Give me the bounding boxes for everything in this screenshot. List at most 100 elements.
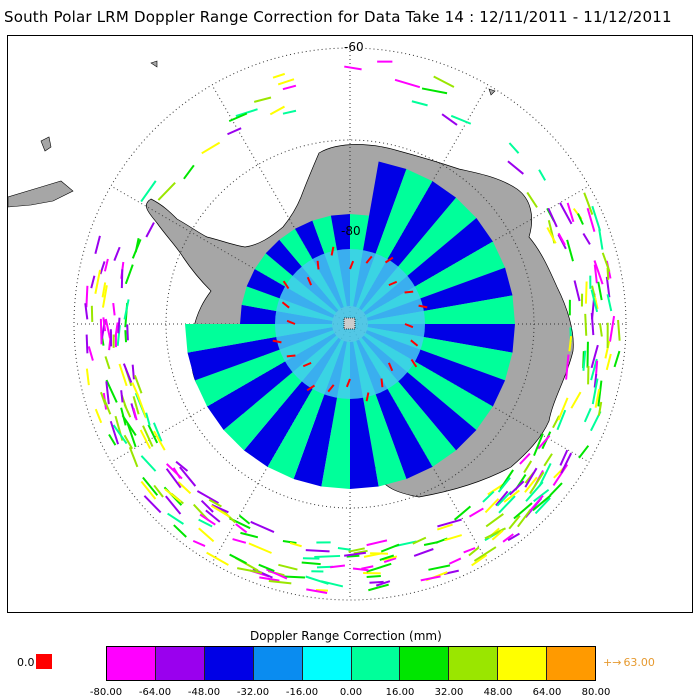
track-segment bbox=[436, 523, 453, 531]
track-segment bbox=[258, 563, 275, 572]
track-segment bbox=[570, 391, 582, 409]
track-segment bbox=[453, 505, 472, 521]
track-segment bbox=[507, 532, 520, 542]
track-segment bbox=[228, 112, 248, 123]
track-segment bbox=[379, 554, 395, 561]
track-segment bbox=[593, 260, 604, 285]
track-segment bbox=[586, 207, 596, 232]
antarctic-swaths bbox=[185, 161, 515, 489]
track-segment bbox=[99, 318, 103, 345]
track-segment bbox=[128, 446, 139, 468]
over-range-arrow-icon: +→ bbox=[603, 656, 622, 669]
track-segment bbox=[133, 375, 143, 394]
red-mark bbox=[302, 361, 312, 368]
track-segment bbox=[102, 317, 107, 332]
track-segment bbox=[543, 453, 553, 467]
track-segment bbox=[582, 350, 587, 371]
track-segment bbox=[132, 396, 140, 415]
track-segment bbox=[450, 114, 472, 125]
over-range-label: +→ 63.00 bbox=[603, 656, 655, 669]
track-segment bbox=[523, 460, 533, 474]
track-segment bbox=[320, 580, 344, 588]
track-segment bbox=[346, 554, 360, 558]
track-segment bbox=[94, 235, 101, 255]
land-layer bbox=[8, 60, 496, 208]
track-segment bbox=[526, 191, 538, 208]
track-segment bbox=[524, 467, 538, 488]
track-segment bbox=[495, 490, 509, 507]
track-segment bbox=[444, 534, 463, 542]
track-segment bbox=[583, 192, 594, 215]
colorbar-segment bbox=[253, 647, 303, 680]
red-mark bbox=[404, 290, 414, 294]
track-segment bbox=[482, 490, 495, 503]
red-mark bbox=[330, 246, 335, 256]
track-segment bbox=[198, 518, 213, 528]
track-segment bbox=[533, 433, 544, 457]
track-segment bbox=[529, 494, 544, 512]
track-segment bbox=[593, 373, 598, 388]
land-fragment bbox=[40, 136, 52, 152]
track-segment bbox=[383, 557, 397, 564]
track-segment bbox=[605, 353, 612, 371]
satellite-tracks bbox=[84, 60, 621, 594]
track-segment bbox=[113, 246, 121, 261]
red-mark bbox=[286, 354, 296, 358]
track-segment bbox=[139, 429, 152, 450]
red-mark bbox=[365, 255, 373, 264]
colorbar-segment bbox=[204, 647, 254, 680]
track-segment bbox=[206, 551, 229, 566]
latitude-label-80: -80 bbox=[341, 224, 361, 238]
track-segment bbox=[484, 498, 500, 514]
track-segment bbox=[573, 280, 581, 302]
track-segment bbox=[306, 588, 328, 594]
track-segment bbox=[179, 466, 197, 487]
track-segment bbox=[198, 527, 215, 543]
track-segment bbox=[124, 264, 134, 285]
track-segment bbox=[584, 281, 588, 304]
track-segment bbox=[613, 350, 621, 368]
colorbar-title: Doppler Range Correction (mm) bbox=[250, 629, 442, 643]
track-segment bbox=[568, 336, 573, 352]
track-segment bbox=[153, 430, 166, 451]
track-segment bbox=[352, 567, 369, 572]
track-segment bbox=[131, 238, 142, 259]
track-segment bbox=[283, 575, 306, 579]
zero-value-swatch bbox=[36, 654, 52, 669]
track-segment bbox=[597, 380, 603, 407]
colorbar-tick-label: -64.00 bbox=[138, 687, 172, 698]
track-segment bbox=[348, 547, 365, 553]
track-segment bbox=[157, 182, 176, 201]
parallel-60-circle bbox=[73, 47, 627, 601]
red-mark bbox=[404, 323, 414, 329]
track-segment bbox=[120, 390, 124, 403]
track-segment bbox=[508, 142, 520, 154]
track-segment bbox=[394, 78, 421, 89]
red-mark bbox=[286, 319, 296, 325]
track-segment bbox=[85, 334, 89, 354]
track-segment bbox=[597, 281, 603, 301]
red-mark bbox=[380, 378, 384, 388]
track-segment bbox=[122, 363, 133, 383]
colorbar-tick-label: 48.00 bbox=[483, 687, 513, 698]
track-segment bbox=[104, 356, 111, 370]
track-segment bbox=[177, 481, 192, 495]
track-segment bbox=[112, 302, 116, 316]
track-segment bbox=[277, 78, 295, 86]
track-segment bbox=[145, 222, 155, 238]
track-segment bbox=[272, 72, 286, 79]
track-segment bbox=[420, 575, 441, 582]
track-segment bbox=[421, 87, 448, 95]
track-segment bbox=[84, 303, 89, 320]
track-segment bbox=[200, 499, 214, 513]
track-segment bbox=[104, 318, 111, 339]
track-segment bbox=[369, 580, 384, 584]
track-segment bbox=[94, 269, 102, 294]
track-segment bbox=[337, 547, 351, 551]
track-segment bbox=[468, 546, 480, 557]
colorbar-tick-label: -16.00 bbox=[285, 687, 319, 698]
track-segment bbox=[578, 445, 590, 459]
track-segment bbox=[175, 460, 189, 472]
track-segment bbox=[566, 202, 575, 223]
red-mark bbox=[327, 384, 335, 393]
